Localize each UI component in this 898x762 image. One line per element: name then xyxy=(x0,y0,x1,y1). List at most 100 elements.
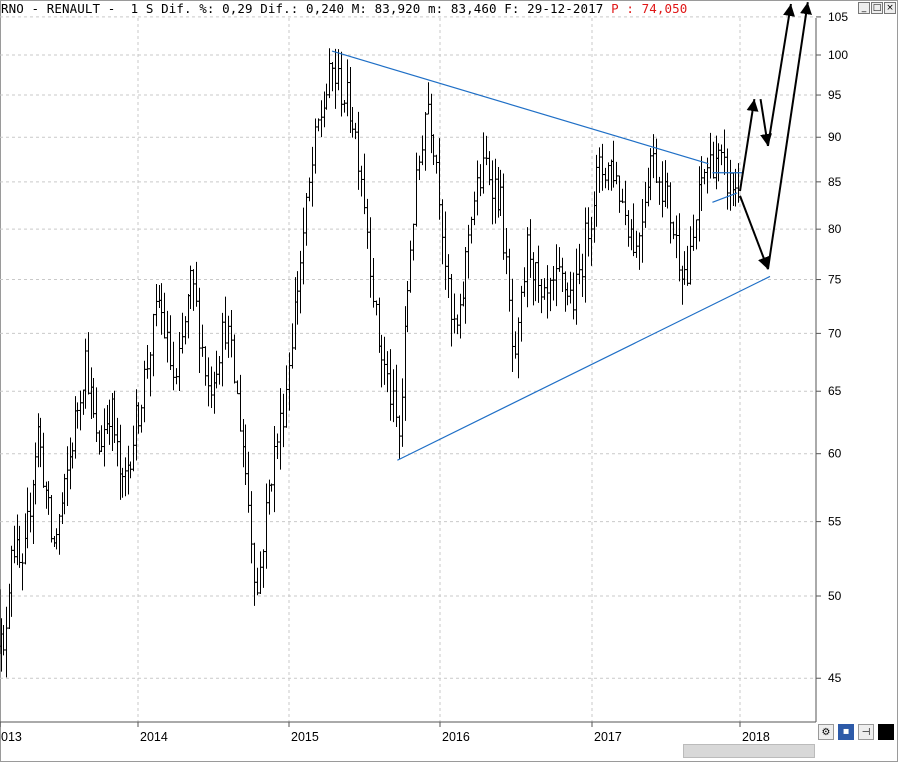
header-price: P : 74,050 xyxy=(611,1,688,16)
pin-icon[interactable]: ⊣ xyxy=(858,724,874,740)
ohlc-bar xyxy=(197,287,202,373)
ohlc-bar xyxy=(725,148,730,210)
ohlc-bar xyxy=(531,252,536,306)
y-tick-label: 45 xyxy=(828,671,842,685)
ohlc-bar xyxy=(70,442,75,469)
ohlc-bar xyxy=(536,245,541,303)
ohlc-bar xyxy=(714,135,719,190)
ohlc-bar xyxy=(89,367,94,420)
ohlc-bar xyxy=(671,221,676,240)
ohlc-bar xyxy=(617,175,622,213)
ohlc-bar xyxy=(17,525,22,568)
save-icon[interactable]: ▪ xyxy=(838,724,854,740)
close-button[interactable]: × xyxy=(884,2,896,14)
ohlc-bar xyxy=(446,254,451,298)
ohlc-bar xyxy=(206,357,211,407)
ohlc-bar xyxy=(594,154,599,227)
y-tick-label: 60 xyxy=(828,447,842,461)
ohlc-bar xyxy=(545,265,550,319)
ohlc-bar xyxy=(307,177,312,202)
ohlc-bar xyxy=(368,217,373,298)
ohlc-bar xyxy=(186,293,191,339)
maximize-button[interactable]: □ xyxy=(871,2,883,14)
ohlc-bar xyxy=(640,199,645,263)
ohlc-bar xyxy=(365,198,370,249)
ohlc-bar xyxy=(688,226,693,285)
ohlc-bar xyxy=(554,244,559,307)
ohlc-bar xyxy=(657,176,662,205)
ohlc-bar xyxy=(379,334,384,388)
ohlc-bar xyxy=(238,374,243,432)
x-tick-label: 2017 xyxy=(594,730,622,744)
ohlc-bar xyxy=(136,402,141,434)
ohlc-bar xyxy=(73,396,78,459)
y-tick-label: 85 xyxy=(828,175,842,189)
settings-icon[interactable]: ⚙ xyxy=(818,724,834,740)
ohlc-bar xyxy=(414,152,419,227)
ohlc-bar xyxy=(614,161,619,185)
ohlc-bar xyxy=(408,240,413,293)
ohlc-bar xyxy=(481,132,486,194)
ohlc-bar xyxy=(81,389,86,415)
ohlc-bar xyxy=(171,341,176,391)
ohlc-bar xyxy=(426,82,431,115)
ohlc-bar xyxy=(272,426,277,513)
ohlc-bar xyxy=(600,143,605,191)
ohlc-bar xyxy=(36,413,41,468)
ohlc-bar xyxy=(126,445,131,495)
y-tick-label: 100 xyxy=(828,48,848,62)
ohlc-bar xyxy=(568,271,573,304)
ohlc-bar xyxy=(255,567,260,596)
ohlc-bar xyxy=(327,48,332,99)
projection-arrow xyxy=(739,195,770,270)
ohlc-bar xyxy=(65,446,70,506)
ohlc-bar xyxy=(168,315,173,370)
ohlc-bar xyxy=(403,306,408,421)
ohlc-bar xyxy=(461,281,466,307)
ohlc-bar xyxy=(663,160,668,208)
ohlc-bar xyxy=(565,282,570,306)
ohlc-bar xyxy=(25,487,30,549)
ohlc-bar xyxy=(405,280,410,333)
x-tick-label: 2016 xyxy=(442,730,470,744)
ohlc-bar xyxy=(466,224,471,279)
ohlc-bar xyxy=(159,283,164,335)
ohlc-bar xyxy=(668,182,673,244)
ohlc-bar xyxy=(516,317,521,379)
ohlc-bar xyxy=(7,583,12,630)
ohlc-bar xyxy=(44,481,49,509)
ohlc-bar xyxy=(382,336,387,385)
ohlc-bar xyxy=(437,138,442,220)
ohlc-bar xyxy=(528,219,533,278)
ohlc-bar xyxy=(478,164,483,197)
ohlc-bar xyxy=(697,166,702,242)
y-tick-label: 90 xyxy=(828,130,842,144)
projection-arrows xyxy=(739,2,812,270)
ohlc-bar xyxy=(501,173,506,260)
ohlc-bar xyxy=(377,297,382,353)
ohlc-bar xyxy=(634,230,639,258)
ohlc-bar xyxy=(209,366,214,408)
ohlc-bar xyxy=(362,153,367,215)
ohlc-bar xyxy=(191,269,196,311)
axes: 45 50 55 60 65 70 75 80 85 90 95 100 105 013 2014 2015 2… xyxy=(0,10,848,744)
ohlc-bar xyxy=(177,332,182,391)
ohlc-bar xyxy=(626,210,631,247)
chart-header: RNO - RENAULT - 1 S Dif. %: 0,29 Dif.: 0… xyxy=(1,1,856,17)
grid-lines xyxy=(0,16,816,722)
ohlc-bar xyxy=(391,369,396,423)
ohlc-bar xyxy=(33,442,38,505)
ohlc-bar xyxy=(716,143,721,182)
ohlc-bar xyxy=(41,432,46,488)
horizontal-scrollbar-thumb[interactable] xyxy=(683,744,815,758)
ohlc-bar xyxy=(54,528,59,550)
ohlc-bar xyxy=(504,227,509,275)
y-tick-label: 75 xyxy=(828,273,842,287)
black-square-icon[interactable] xyxy=(878,724,894,740)
ohlc-bar xyxy=(31,479,36,544)
ohlc-bar xyxy=(110,393,115,451)
minimize-button[interactable]: _ xyxy=(858,2,870,14)
ohlc-bar xyxy=(493,158,498,224)
ohlc-bar xyxy=(68,437,73,490)
ohlc-bar xyxy=(589,217,594,266)
